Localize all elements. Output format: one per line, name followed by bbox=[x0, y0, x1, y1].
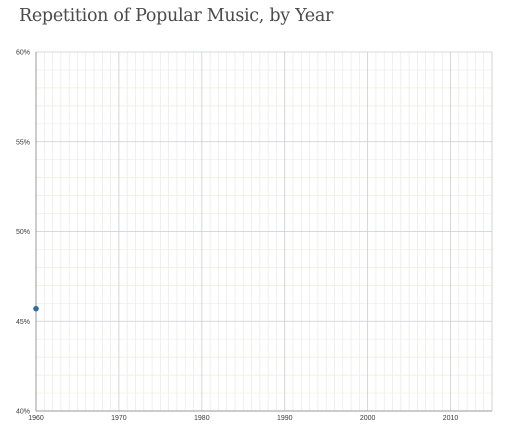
x-tick-labels: 1960 1970 1980 1990 2000 2010 bbox=[28, 415, 458, 422]
y-tick-label: 45% bbox=[16, 319, 30, 326]
x-tick-label: 1980 bbox=[194, 415, 210, 422]
chart-title: Repetition of Popular Music, by Year bbox=[19, 6, 334, 26]
y-tick-label: 55% bbox=[16, 139, 30, 146]
y-tick-label: 40% bbox=[16, 409, 30, 416]
y-tick-label: 60% bbox=[16, 50, 30, 57]
x-tick-label: 2010 bbox=[443, 415, 459, 422]
y-tick-label: 50% bbox=[16, 229, 30, 236]
axes bbox=[35, 52, 492, 412]
x-tick-label: 1970 bbox=[111, 415, 127, 422]
x-tick-label: 1960 bbox=[28, 415, 44, 422]
y-tick-labels: 40% 45% 50% 55% 60% bbox=[16, 50, 30, 416]
data-points bbox=[33, 305, 39, 312]
x-tick-label: 2000 bbox=[360, 415, 376, 422]
data-point bbox=[33, 305, 39, 312]
x-tick-label: 1990 bbox=[277, 415, 293, 422]
